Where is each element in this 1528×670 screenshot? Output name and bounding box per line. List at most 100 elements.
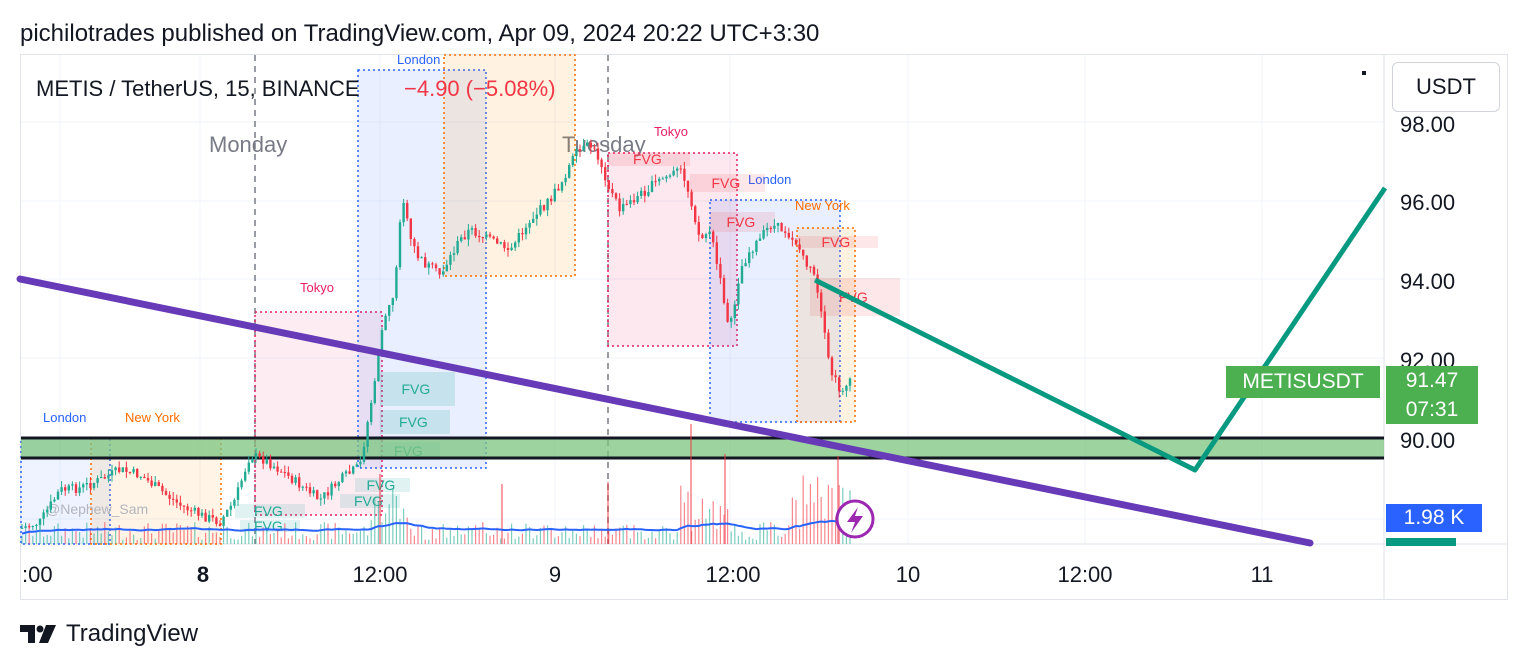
candle-body xyxy=(334,483,337,487)
more-dot-icon[interactable] xyxy=(1362,71,1366,75)
volume-bar xyxy=(572,529,574,544)
candle-body xyxy=(341,473,344,483)
candle-body xyxy=(316,490,319,500)
volume-bar xyxy=(460,534,462,544)
volume-bar xyxy=(824,518,826,544)
volume-bar xyxy=(169,527,171,544)
volume-bar xyxy=(273,532,275,544)
price-tick: 98.00 xyxy=(1400,112,1455,137)
volume-bar xyxy=(413,535,415,544)
candle-body xyxy=(416,246,420,259)
volume-bar xyxy=(305,536,307,544)
volume-spike xyxy=(690,424,692,544)
volume-bar xyxy=(133,534,135,544)
volume-bar xyxy=(32,535,34,544)
candle-body xyxy=(514,242,517,248)
fvg-box xyxy=(797,236,878,248)
candle-body xyxy=(751,251,754,253)
volume-spike xyxy=(607,482,609,544)
candle-body xyxy=(467,229,470,240)
candle-body xyxy=(366,422,369,447)
volume-spike xyxy=(501,484,503,544)
watermark: @Nephew_Sam xyxy=(46,501,148,517)
candle-body xyxy=(146,478,150,481)
candle-body xyxy=(337,482,340,487)
volume-bar xyxy=(212,532,214,544)
volume-spike xyxy=(837,456,839,544)
volume-bar xyxy=(79,532,81,544)
change-percent: (−5.08%) xyxy=(465,76,556,101)
candle-body xyxy=(506,248,510,251)
candle-body xyxy=(643,190,646,196)
session-label: New York xyxy=(125,410,180,425)
volume-bar xyxy=(457,525,459,544)
volume-bar xyxy=(770,522,772,544)
candle-body xyxy=(330,483,333,496)
tradingview-brand[interactable]: TradingView xyxy=(20,620,198,648)
candle-body xyxy=(539,205,542,215)
volume-bar xyxy=(766,530,768,544)
candle-body xyxy=(575,149,578,157)
volume-bar xyxy=(50,535,52,544)
volume-bar xyxy=(795,499,797,544)
volume-bar xyxy=(165,523,167,544)
volume-bar xyxy=(205,532,207,544)
volume-bar xyxy=(421,526,423,544)
volume-bar xyxy=(464,534,466,544)
candle-body xyxy=(265,458,268,464)
lightning-icon[interactable] xyxy=(835,499,875,539)
fvg-label: FVG xyxy=(727,214,756,230)
volume-bar xyxy=(374,498,376,544)
volume-bar xyxy=(269,533,271,544)
volume-bar xyxy=(208,526,210,544)
volume-bar xyxy=(53,526,55,544)
time-axis[interactable]: :00 8 12:00 9 12:00 10 12:00 11 xyxy=(22,562,1273,587)
candle-body xyxy=(593,147,596,149)
candle-body xyxy=(658,178,661,182)
volume-bar xyxy=(503,538,505,544)
symbol-title[interactable]: METIS / TetherUS, 15, BINANCE xyxy=(36,76,360,101)
candle-body xyxy=(409,218,412,239)
session-box xyxy=(709,199,841,423)
volume-bar xyxy=(129,531,131,544)
chart-frame[interactable] xyxy=(20,54,1508,600)
candle-body xyxy=(532,218,535,223)
candle-body xyxy=(470,228,474,230)
candle-body xyxy=(301,486,304,488)
volume-bar xyxy=(730,531,732,544)
candle-body xyxy=(794,239,798,245)
candle-body xyxy=(384,315,387,331)
volume-bar xyxy=(683,502,685,544)
candle-body xyxy=(186,506,189,511)
candle-body xyxy=(280,471,283,473)
volume-bar xyxy=(723,514,725,544)
volume-bar xyxy=(745,539,747,544)
volume-bar xyxy=(709,509,711,544)
candle-body xyxy=(370,402,373,423)
currency-button[interactable]: USDT xyxy=(1392,62,1500,112)
candle-body xyxy=(28,526,31,528)
volume-bar xyxy=(626,524,628,544)
session-label: Tokyo xyxy=(300,280,334,295)
candle-body xyxy=(56,491,60,500)
candle-body xyxy=(604,167,607,181)
volume-bar xyxy=(385,513,387,544)
candle-body xyxy=(283,472,286,474)
candle-body xyxy=(456,240,459,254)
candle-body xyxy=(798,244,801,250)
candle-body xyxy=(121,467,124,473)
candle-body xyxy=(64,487,67,491)
volume-bar xyxy=(525,523,527,544)
last-price-badge: 91.47 07:31 xyxy=(1386,366,1478,424)
volume-bar xyxy=(176,523,178,544)
fvg-label: FVG xyxy=(633,151,662,167)
candle-body xyxy=(521,233,524,235)
candle-body xyxy=(715,242,718,264)
candle-body xyxy=(449,255,452,265)
candle-body xyxy=(784,231,787,233)
candle-body xyxy=(578,149,582,151)
volume-bar xyxy=(619,527,621,544)
candle-body xyxy=(582,145,585,151)
